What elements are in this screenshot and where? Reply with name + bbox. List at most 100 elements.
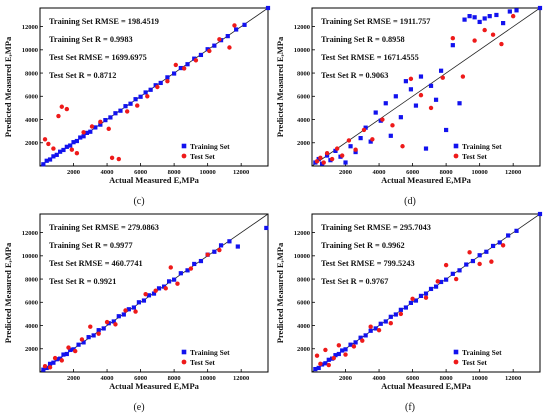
training-point	[333, 353, 338, 358]
training-point	[264, 225, 269, 231]
test-point	[443, 262, 449, 268]
training-point	[101, 326, 106, 331]
test-point	[51, 146, 56, 151]
y-tick-label: 2000	[297, 346, 310, 353]
test-point	[106, 126, 111, 132]
y-tick-label: 6000	[25, 94, 38, 101]
test-point	[440, 75, 445, 80]
training-point	[242, 22, 247, 27]
training-point	[185, 62, 190, 67]
test-point	[59, 358, 64, 363]
x-tick-label: 4000	[101, 169, 114, 176]
training-point	[51, 360, 56, 365]
training-point	[172, 71, 177, 76]
legend-label-test: Test Set	[462, 152, 487, 161]
y-axis-title: Predicted Measured E,MPa	[275, 36, 285, 137]
test-point	[398, 311, 404, 317]
test-point	[205, 252, 210, 257]
y-tick-label: 4000	[25, 117, 38, 124]
test-point	[64, 106, 70, 112]
training-point	[47, 361, 53, 366]
training-point	[235, 244, 240, 249]
training-point	[81, 134, 86, 139]
test-point	[467, 250, 472, 255]
y-tick-label: 8000	[25, 70, 38, 77]
legend-marker-training	[181, 143, 187, 149]
test-point	[453, 276, 459, 282]
test-point	[353, 147, 358, 152]
training-point	[497, 240, 502, 245]
test-point	[42, 137, 48, 142]
y-tick-label: 10000	[22, 47, 38, 54]
test-point	[73, 348, 78, 354]
training-point	[373, 110, 378, 115]
training-point	[133, 97, 138, 102]
training-point	[343, 160, 348, 165]
test-point	[472, 38, 477, 43]
legend-marker-training	[453, 143, 459, 149]
panel-label: (d)	[404, 196, 416, 207]
chart-panel-1: 2000 4000 6000 8000 10000 12000 2000 4000 6000 80…	[275, 5, 543, 207]
test-point	[326, 362, 331, 368]
training-point	[348, 144, 353, 149]
training-point	[348, 342, 353, 347]
training-point	[166, 279, 172, 284]
legend-marker-test	[181, 153, 187, 159]
training-point	[467, 14, 472, 19]
plot-frame	[39, 7, 269, 167]
test-point	[346, 138, 352, 143]
test-point	[388, 321, 393, 326]
test-point	[500, 243, 506, 248]
x-axis-title: Actual Measured E,MPa	[381, 175, 472, 185]
y-tick-label: 8000	[297, 276, 310, 283]
stat-annotation: Training Set RMSE = 1911.757	[321, 17, 430, 26]
test-point	[135, 103, 140, 108]
panel-label: (f)	[405, 402, 415, 413]
training-point	[363, 125, 368, 130]
training-point	[537, 211, 543, 217]
training-point	[423, 146, 429, 151]
training-point	[44, 158, 49, 163]
training-point	[418, 293, 424, 299]
test-point	[408, 76, 414, 82]
training-point	[198, 258, 204, 264]
x-axis-title: Actual Measured E,MPa	[109, 175, 200, 185]
test-point	[46, 141, 51, 147]
training-point	[41, 367, 46, 372]
y-tick-label: 12000	[22, 230, 38, 237]
test-point	[318, 155, 323, 161]
training-point	[494, 12, 499, 18]
training-point	[398, 307, 403, 312]
training-point	[393, 312, 398, 317]
stat-annotation: Training Set R = 0.9977	[49, 241, 133, 250]
y-tick-label: 6000	[25, 300, 38, 307]
y-tick-label: 6000	[297, 94, 310, 101]
legend-label-training: Training Set	[190, 142, 230, 151]
test-point	[418, 92, 424, 98]
legend-label-training: Training Set	[190, 348, 230, 357]
test-point	[314, 159, 320, 164]
training-point	[108, 115, 113, 120]
stat-annotation: Test Set R = 0.9921	[49, 277, 116, 286]
test-point	[336, 343, 342, 348]
stat-annotation: Test Set R = 0.9063	[321, 71, 388, 80]
x-tick-label: 4000	[101, 375, 114, 382]
x-tick-label: 6000	[406, 169, 419, 176]
y-tick-label: 10000	[294, 253, 310, 260]
training-point	[212, 249, 217, 254]
training-point	[506, 233, 511, 238]
training-point	[398, 115, 403, 120]
test-point	[168, 265, 173, 270]
training-point	[58, 149, 63, 154]
training-point	[514, 8, 519, 13]
x-axis-title: Actual Measured E,MPa	[109, 381, 200, 391]
training-point	[86, 335, 91, 340]
training-point	[64, 144, 69, 149]
y-tick-label: 10000	[294, 47, 310, 54]
training-point	[151, 291, 157, 296]
test-point	[109, 155, 115, 161]
training-point	[477, 253, 482, 258]
training-point	[58, 356, 63, 361]
training-point	[234, 27, 239, 32]
test-point	[428, 105, 434, 111]
